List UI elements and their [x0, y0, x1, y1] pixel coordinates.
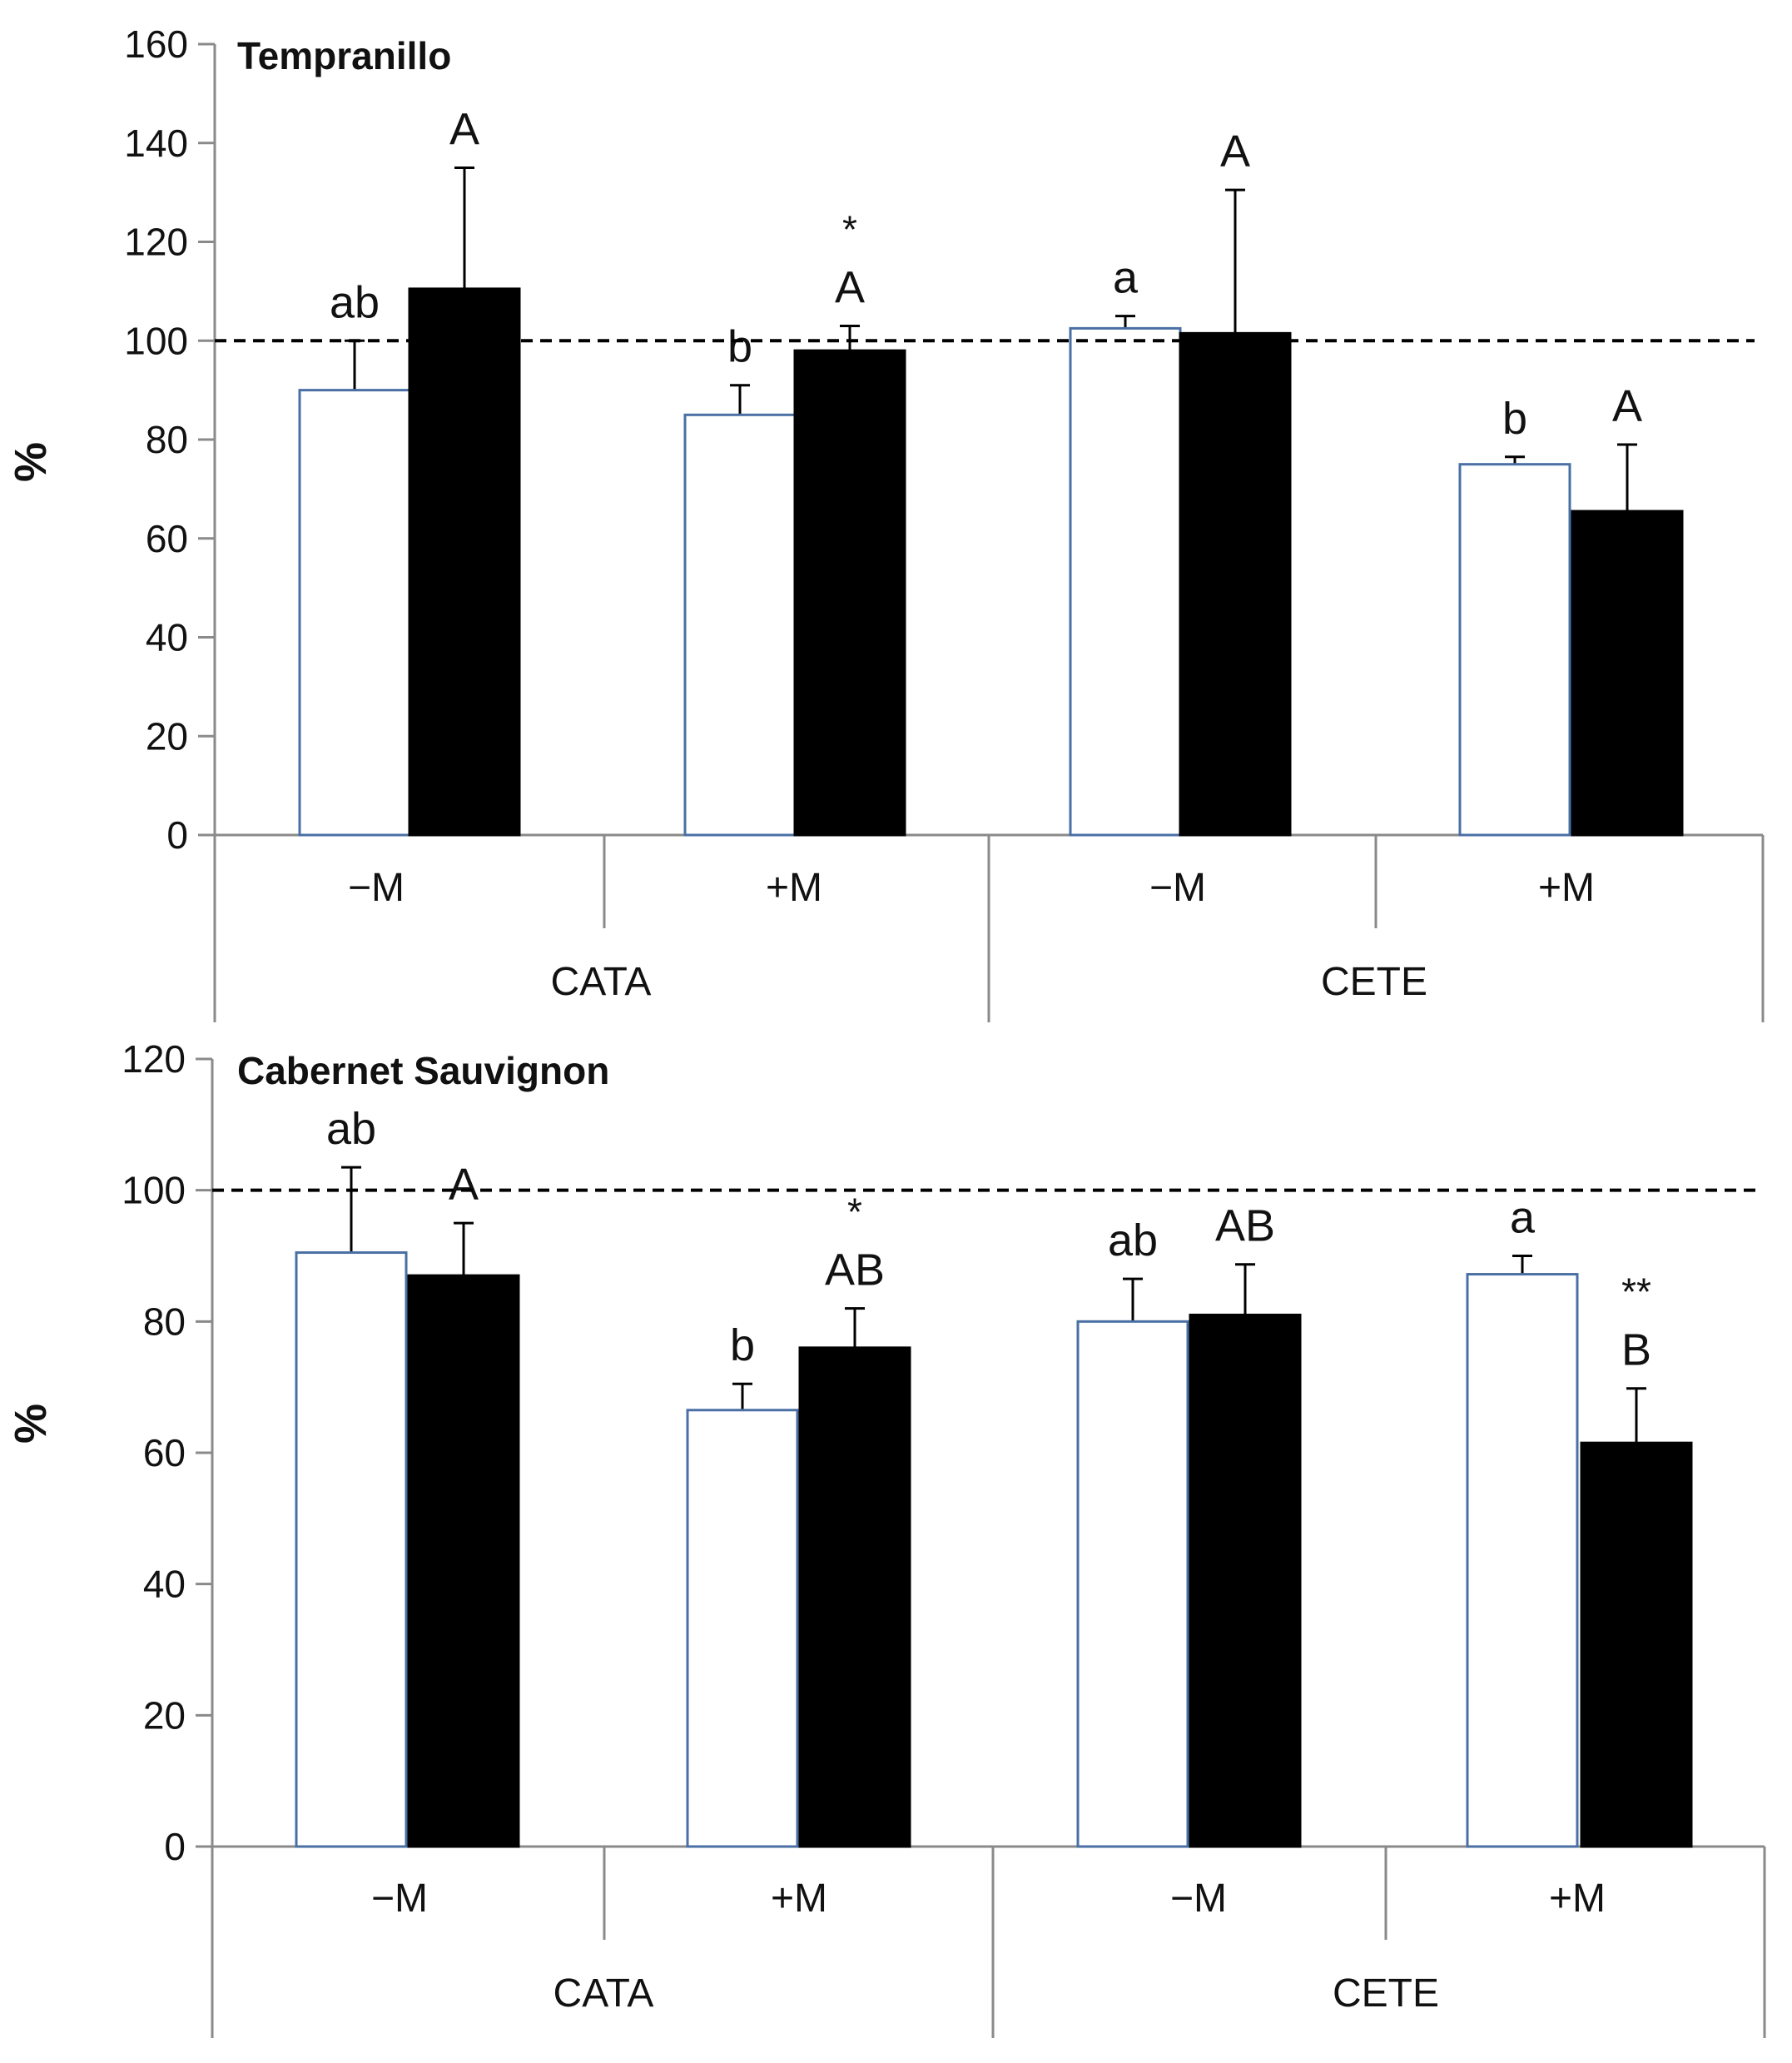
bar-filled [407, 1274, 520, 1848]
significance-letter: A [449, 1160, 479, 1210]
y-tick-label: 40 [143, 1563, 186, 1606]
y-tick-label: 120 [122, 1037, 186, 1081]
x-category-label: −M [1149, 866, 1206, 910]
chart-title: Tempranillo [237, 34, 451, 77]
y-tick-label: 100 [122, 1169, 186, 1212]
x-group-label: CATA [553, 1971, 654, 2016]
y-tick-label: 20 [143, 1693, 186, 1737]
y-tick-label: 60 [146, 517, 188, 560]
significance-letter: ab [330, 277, 380, 327]
x-category-label: −M [1170, 1877, 1227, 1921]
bar-filled [1189, 1313, 1302, 1848]
bar-filled [1571, 510, 1684, 837]
x-group-label: CATA [551, 960, 652, 1004]
bar-filled [1179, 331, 1292, 837]
bar-filled [798, 1346, 911, 1848]
x-category-label: −M [348, 866, 405, 910]
x-category-label: +M [766, 866, 822, 910]
y-tick-label: 0 [166, 813, 188, 857]
y-axis-label: % [6, 442, 56, 482]
bar-filled [793, 349, 906, 837]
y-tick-label: 80 [146, 418, 188, 461]
chart-panel-1: 0 20 40 60 80 100 120 140 160 −M +M −M +M CATA CETE Tem… [6, 22, 1765, 1022]
significance-letter: b [727, 322, 752, 372]
y-axis-label: % [6, 1404, 56, 1444]
significance-letter: B [1621, 1325, 1651, 1375]
significance-letter: A [1612, 381, 1642, 431]
y-tick-label: 80 [143, 1300, 186, 1343]
chart-panel-2: 0 20 40 60 80 100 120 −M +M −M +M CATA CETE Cabernet … [6, 1037, 1766, 2038]
bar-open [683, 413, 797, 837]
bar-open [1069, 326, 1182, 837]
bar-filled [1580, 1441, 1693, 1848]
y-tick-label: 160 [124, 22, 188, 66]
y-tick-label: 120 [124, 221, 188, 264]
x-category-label: +M [1538, 866, 1595, 910]
chart-title: Cabernet Sauvignon [237, 1049, 609, 1092]
significance-letter: A [1220, 127, 1250, 176]
significance-letter: b [1502, 394, 1527, 444]
bar-filled [408, 287, 521, 837]
x-category-label: +M [1549, 1877, 1606, 1921]
x-category-label: −M [371, 1877, 428, 1921]
bar-open [1458, 463, 1571, 837]
bar-open [295, 1251, 408, 1848]
significance-star: * [842, 207, 857, 251]
bar-open [1466, 1273, 1579, 1848]
significance-letter: A [449, 104, 479, 154]
significance-letter: a [1510, 1193, 1536, 1243]
y-tick-label: 0 [164, 1825, 186, 1868]
significance-letter: ab [1108, 1215, 1158, 1265]
x-group-label: CETE [1333, 1971, 1439, 2016]
y-tick-label: 40 [146, 616, 188, 659]
significance-star: * [847, 1191, 862, 1234]
significance-star: ** [1621, 1270, 1651, 1314]
y-tick-label: 140 [124, 122, 188, 165]
bar-open [686, 1409, 799, 1848]
bar-open [1076, 1320, 1189, 1848]
significance-letter: b [730, 1320, 755, 1370]
y-tick-label: 60 [143, 1431, 186, 1474]
y-tick-label: 100 [124, 319, 188, 362]
y-tick-label: 20 [146, 714, 188, 758]
x-group-label: CETE [1321, 960, 1427, 1004]
significance-letter: a [1113, 253, 1139, 303]
bar-open [298, 389, 411, 837]
significance-letter: ab [326, 1104, 376, 1154]
significance-letter: A [835, 262, 865, 312]
significance-letter: AB [825, 1245, 885, 1295]
significance-letter: AB [1215, 1201, 1275, 1251]
x-category-label: +M [771, 1877, 827, 1921]
